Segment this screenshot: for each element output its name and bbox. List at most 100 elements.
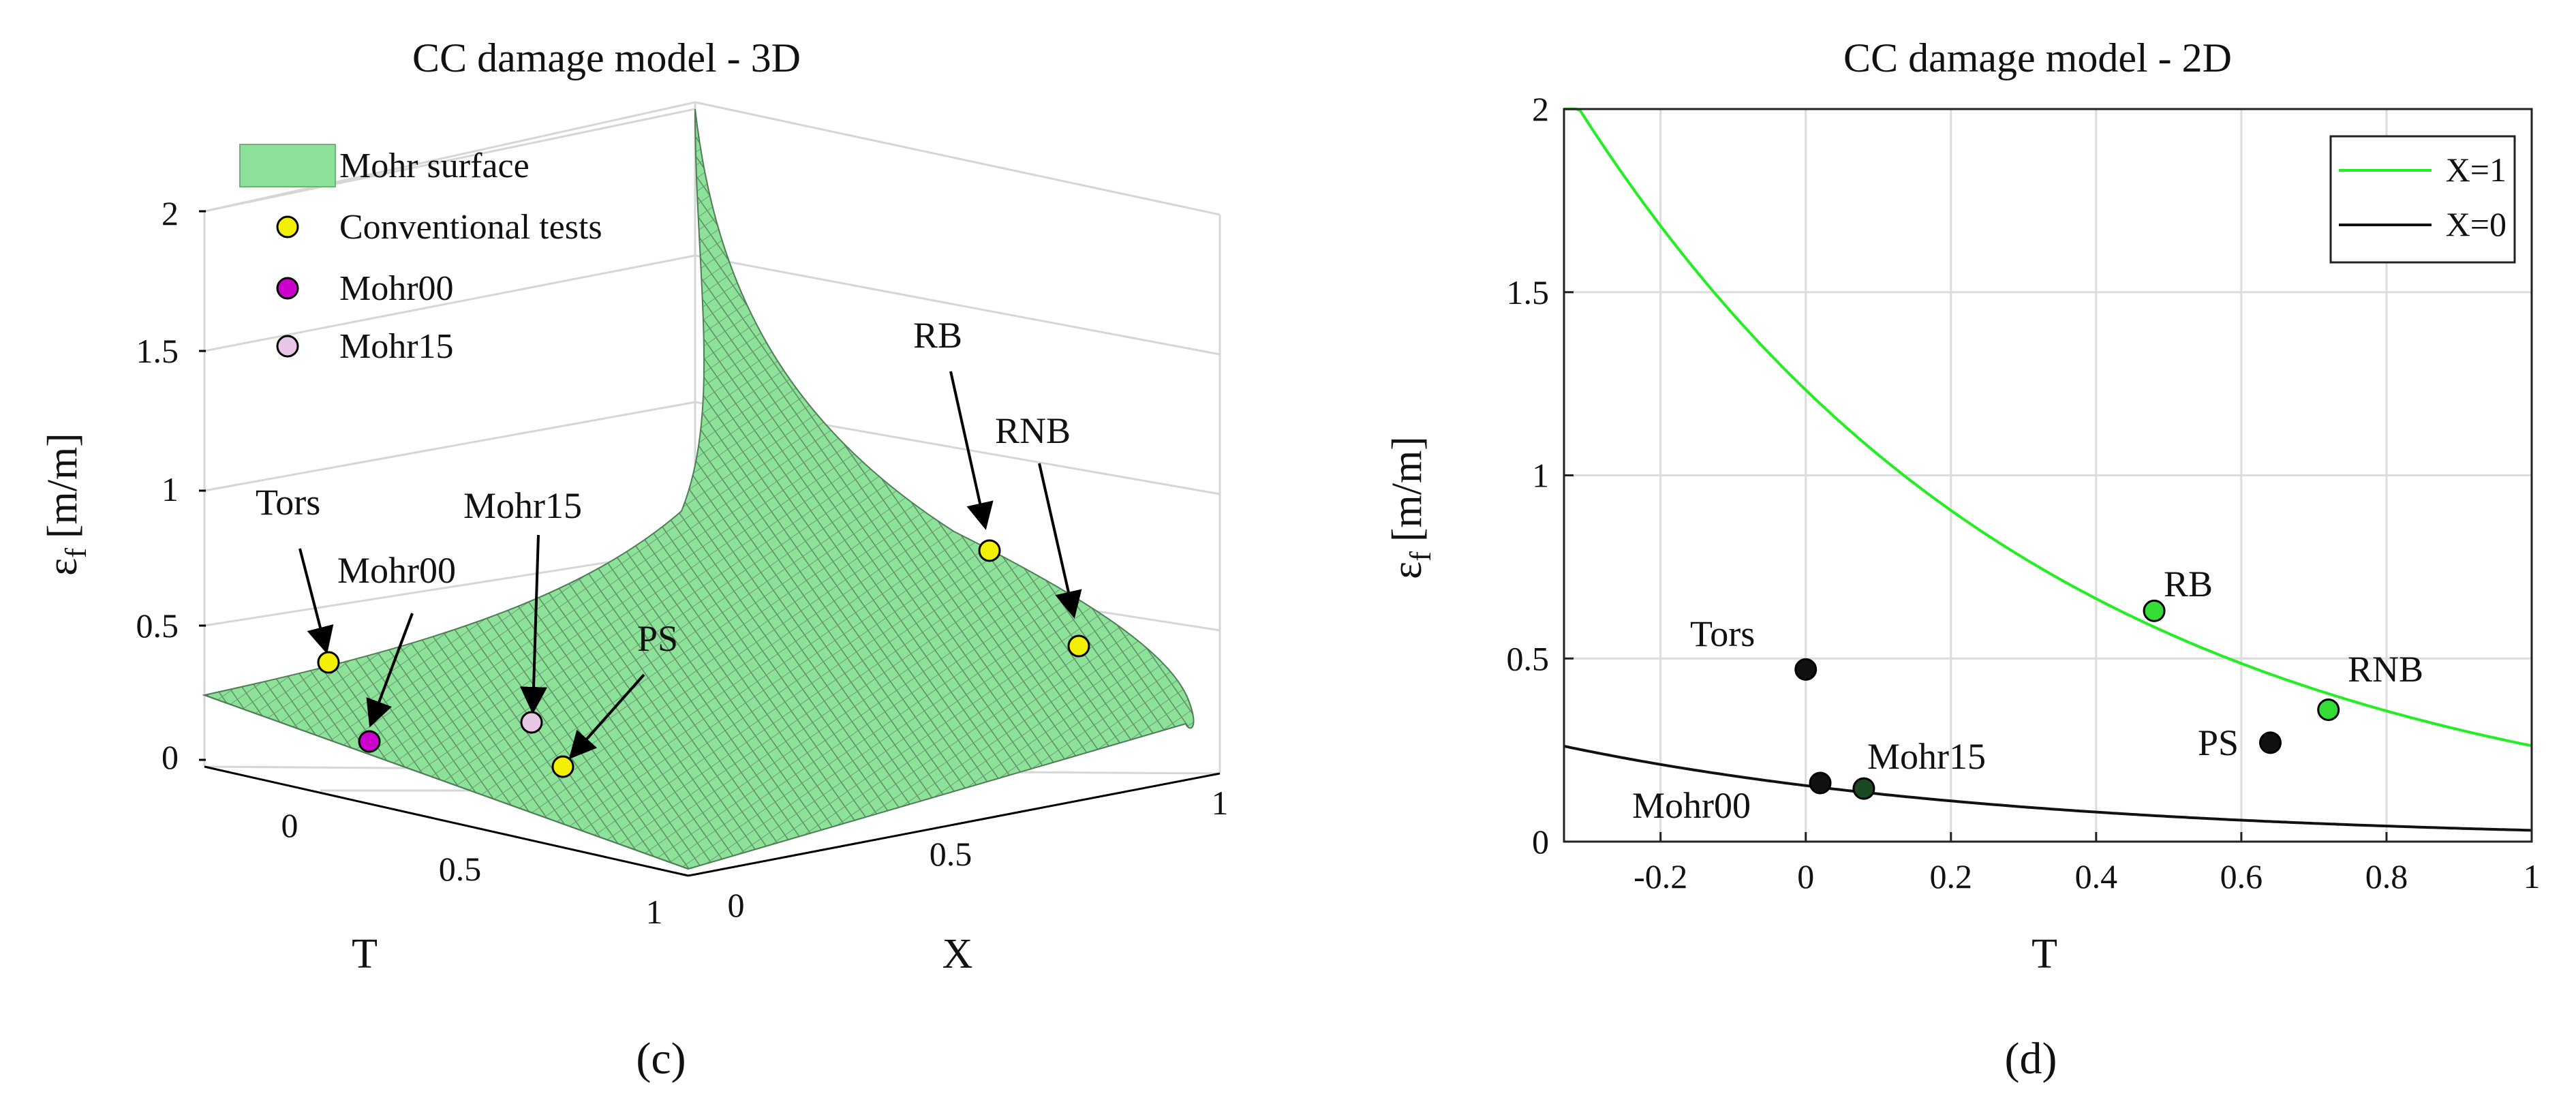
legend-3d-item-2: Mohr00 [339, 269, 454, 308]
arrow-rnb-3d [1038, 463, 1082, 619]
y-tick-label-2d-3: 1.5 [1507, 273, 1550, 311]
label-2d-rnb: RNB [2348, 649, 2423, 690]
curve-X-eq-1 [1564, 108, 2532, 748]
ticks-2d: -0.2 0 0.2 0.4 0.6 0.8 1 0 0.5 1 1.5 2 [1507, 90, 2541, 895]
x-tick-1: 1 [1212, 784, 1229, 822]
labels-3d: Tors Mohr00 Mohr15 PS RB RNB [256, 315, 1071, 659]
z-tick-0: 0 [162, 738, 179, 776]
t-tick-0: 0 [281, 806, 298, 844]
z-tick-0.5: 0.5 [136, 607, 179, 645]
point-2d-mohr15 [1852, 777, 1875, 800]
points-2d [1794, 599, 2340, 800]
arrow-mohr00-3d [366, 613, 414, 728]
x-axis-line [688, 772, 1221, 877]
label-3d-ps: PS [637, 618, 678, 659]
x-tick-label-2d-0: -0.2 [1634, 857, 1687, 895]
panel-2d: CC damage model - 2D -0.2 0 0.2 0.4 0.6 0.8 1 0… [1384, 35, 2541, 1084]
eps-symbol-2d: ε [1384, 562, 1430, 579]
x-ticks-3d: 0 0.5 1 [728, 784, 1229, 924]
chart-3d-title: CC damage model - 3D [412, 35, 801, 80]
label-2d-mohr15: Mohr15 [1867, 736, 1986, 777]
legend-3d-item-1: Conventional tests [339, 208, 602, 247]
caption-c: (c) [636, 1034, 686, 1084]
point-2d-tors [1794, 658, 1818, 681]
legend-3d-item-0: Mohr surface [339, 147, 530, 185]
curve-X-eq-0 [1563, 744, 2532, 832]
mohr-surface [202, 108, 1195, 870]
point-3d-rnb [1067, 634, 1090, 658]
point-3d-mohr15 [520, 711, 543, 734]
x-tick-label-2d-2: 0.2 [1930, 857, 1973, 895]
y-tick-label-2d-2: 1 [1532, 457, 1549, 495]
caption-d: (d) [2005, 1034, 2057, 1084]
point-3d-rb [978, 539, 1001, 562]
eps-sub-2d: f [1404, 551, 1437, 562]
legend-3d: Mohr surface Conventional tests Mohr00 M… [239, 144, 602, 366]
label-3d-tors: Tors [256, 482, 320, 523]
curves-2d [1563, 108, 2532, 832]
point-3d-mohr00 [358, 730, 381, 753]
points-3d [317, 539, 1090, 778]
z-tick-1.5: 1.5 [136, 332, 179, 370]
t-ticks-3d: 0 0.5 1 [281, 806, 663, 931]
y-tick-label-2d-4: 2 [1532, 90, 1549, 128]
chart-2d-title: CC damage model - 2D [1843, 35, 2232, 80]
eps-sub-3d: f [59, 548, 93, 558]
axis-label-eps-3d: εf [m/m] [40, 433, 93, 576]
label-3d-mohr00: Mohr00 [337, 550, 456, 591]
legend-3d-item-3: Mohr15 [339, 327, 454, 366]
x-tick-label-2d-1: 0 [1797, 857, 1814, 895]
legend-surface-swatch [239, 144, 336, 187]
label-2d-rb: RB [2164, 564, 2213, 604]
x-tick-label-2d-5: 0.8 [2365, 857, 2408, 895]
legend-yellow-marker [276, 215, 299, 239]
label-3d-rnb: RNB [995, 410, 1071, 451]
legend-2d-item-0: X=1 [2446, 151, 2506, 189]
legend-pink-marker [276, 335, 299, 358]
label-2d-mohr00: Mohr00 [1632, 785, 1751, 826]
x-tick-label-2d-4: 0.6 [2220, 857, 2263, 895]
label-3d-rb: RB [913, 315, 962, 356]
axis-label-eps-2d: εf [m/m] [1384, 436, 1437, 579]
axis-label-t-3d: T [352, 931, 378, 977]
arrows-3d [298, 371, 1082, 759]
eps-unit-2d: [m/m] [1384, 436, 1430, 542]
legend-2d: X=1 X=0 [2329, 135, 2516, 264]
legend-magenta-marker [276, 277, 299, 300]
t-tick-0.5: 0.5 [439, 850, 482, 888]
point-3d-ps [551, 755, 574, 778]
z-tick-2: 2 [162, 194, 179, 232]
x-tick-label-2d-6: 1 [2524, 857, 2541, 895]
point-2d-mohr00 [1809, 771, 1832, 795]
label-2d-ps: PS [2198, 722, 2239, 763]
label-3d-mohr15: Mohr15 [463, 485, 582, 526]
z-ticks-3d-marks [199, 210, 206, 761]
point-3d-tors [317, 651, 340, 674]
x-tick-0: 0 [728, 886, 745, 924]
arrow-mohr15-3d [520, 534, 547, 714]
y-tick-label-2d-1: 0.5 [1507, 639, 1550, 677]
z-ticks-3d: 0 0.5 1 1.5 2 [136, 194, 179, 776]
point-2d-rnb [2317, 699, 2340, 721]
legend-2d-item-1: X=0 [2446, 205, 2506, 243]
svg-text:εf[m/m]: εf [m/m] [40, 433, 93, 576]
labels-2d: Tors Mohr00 Mohr15 PS RB RNB [1632, 564, 2423, 826]
arrow-tors-3d [298, 548, 334, 654]
legend-2d-box [2329, 135, 2516, 264]
arrow-ps-3d [568, 673, 645, 759]
panel-3d: CC damage model - 3D 0 0.5 1 [40, 35, 1229, 1084]
axis-label-x-3d: X [942, 931, 973, 977]
arrow-rb-3d [949, 371, 994, 530]
axis-label-t-2d: T [2031, 931, 2057, 977]
eps-symbol-3d: ε [40, 558, 86, 576]
x-tick-0.5: 0.5 [930, 835, 972, 873]
y-tick-label-2d-0: 0 [1532, 823, 1549, 861]
plot-frame-2d [1563, 108, 2533, 843]
z-tick-1: 1 [162, 470, 179, 508]
x-tick-label-2d-3: 0.4 [2075, 857, 2118, 895]
point-2d-ps [2259, 731, 2282, 754]
eps-unit-3d: [m/m] [40, 433, 86, 538]
t-axis-line [204, 765, 689, 877]
